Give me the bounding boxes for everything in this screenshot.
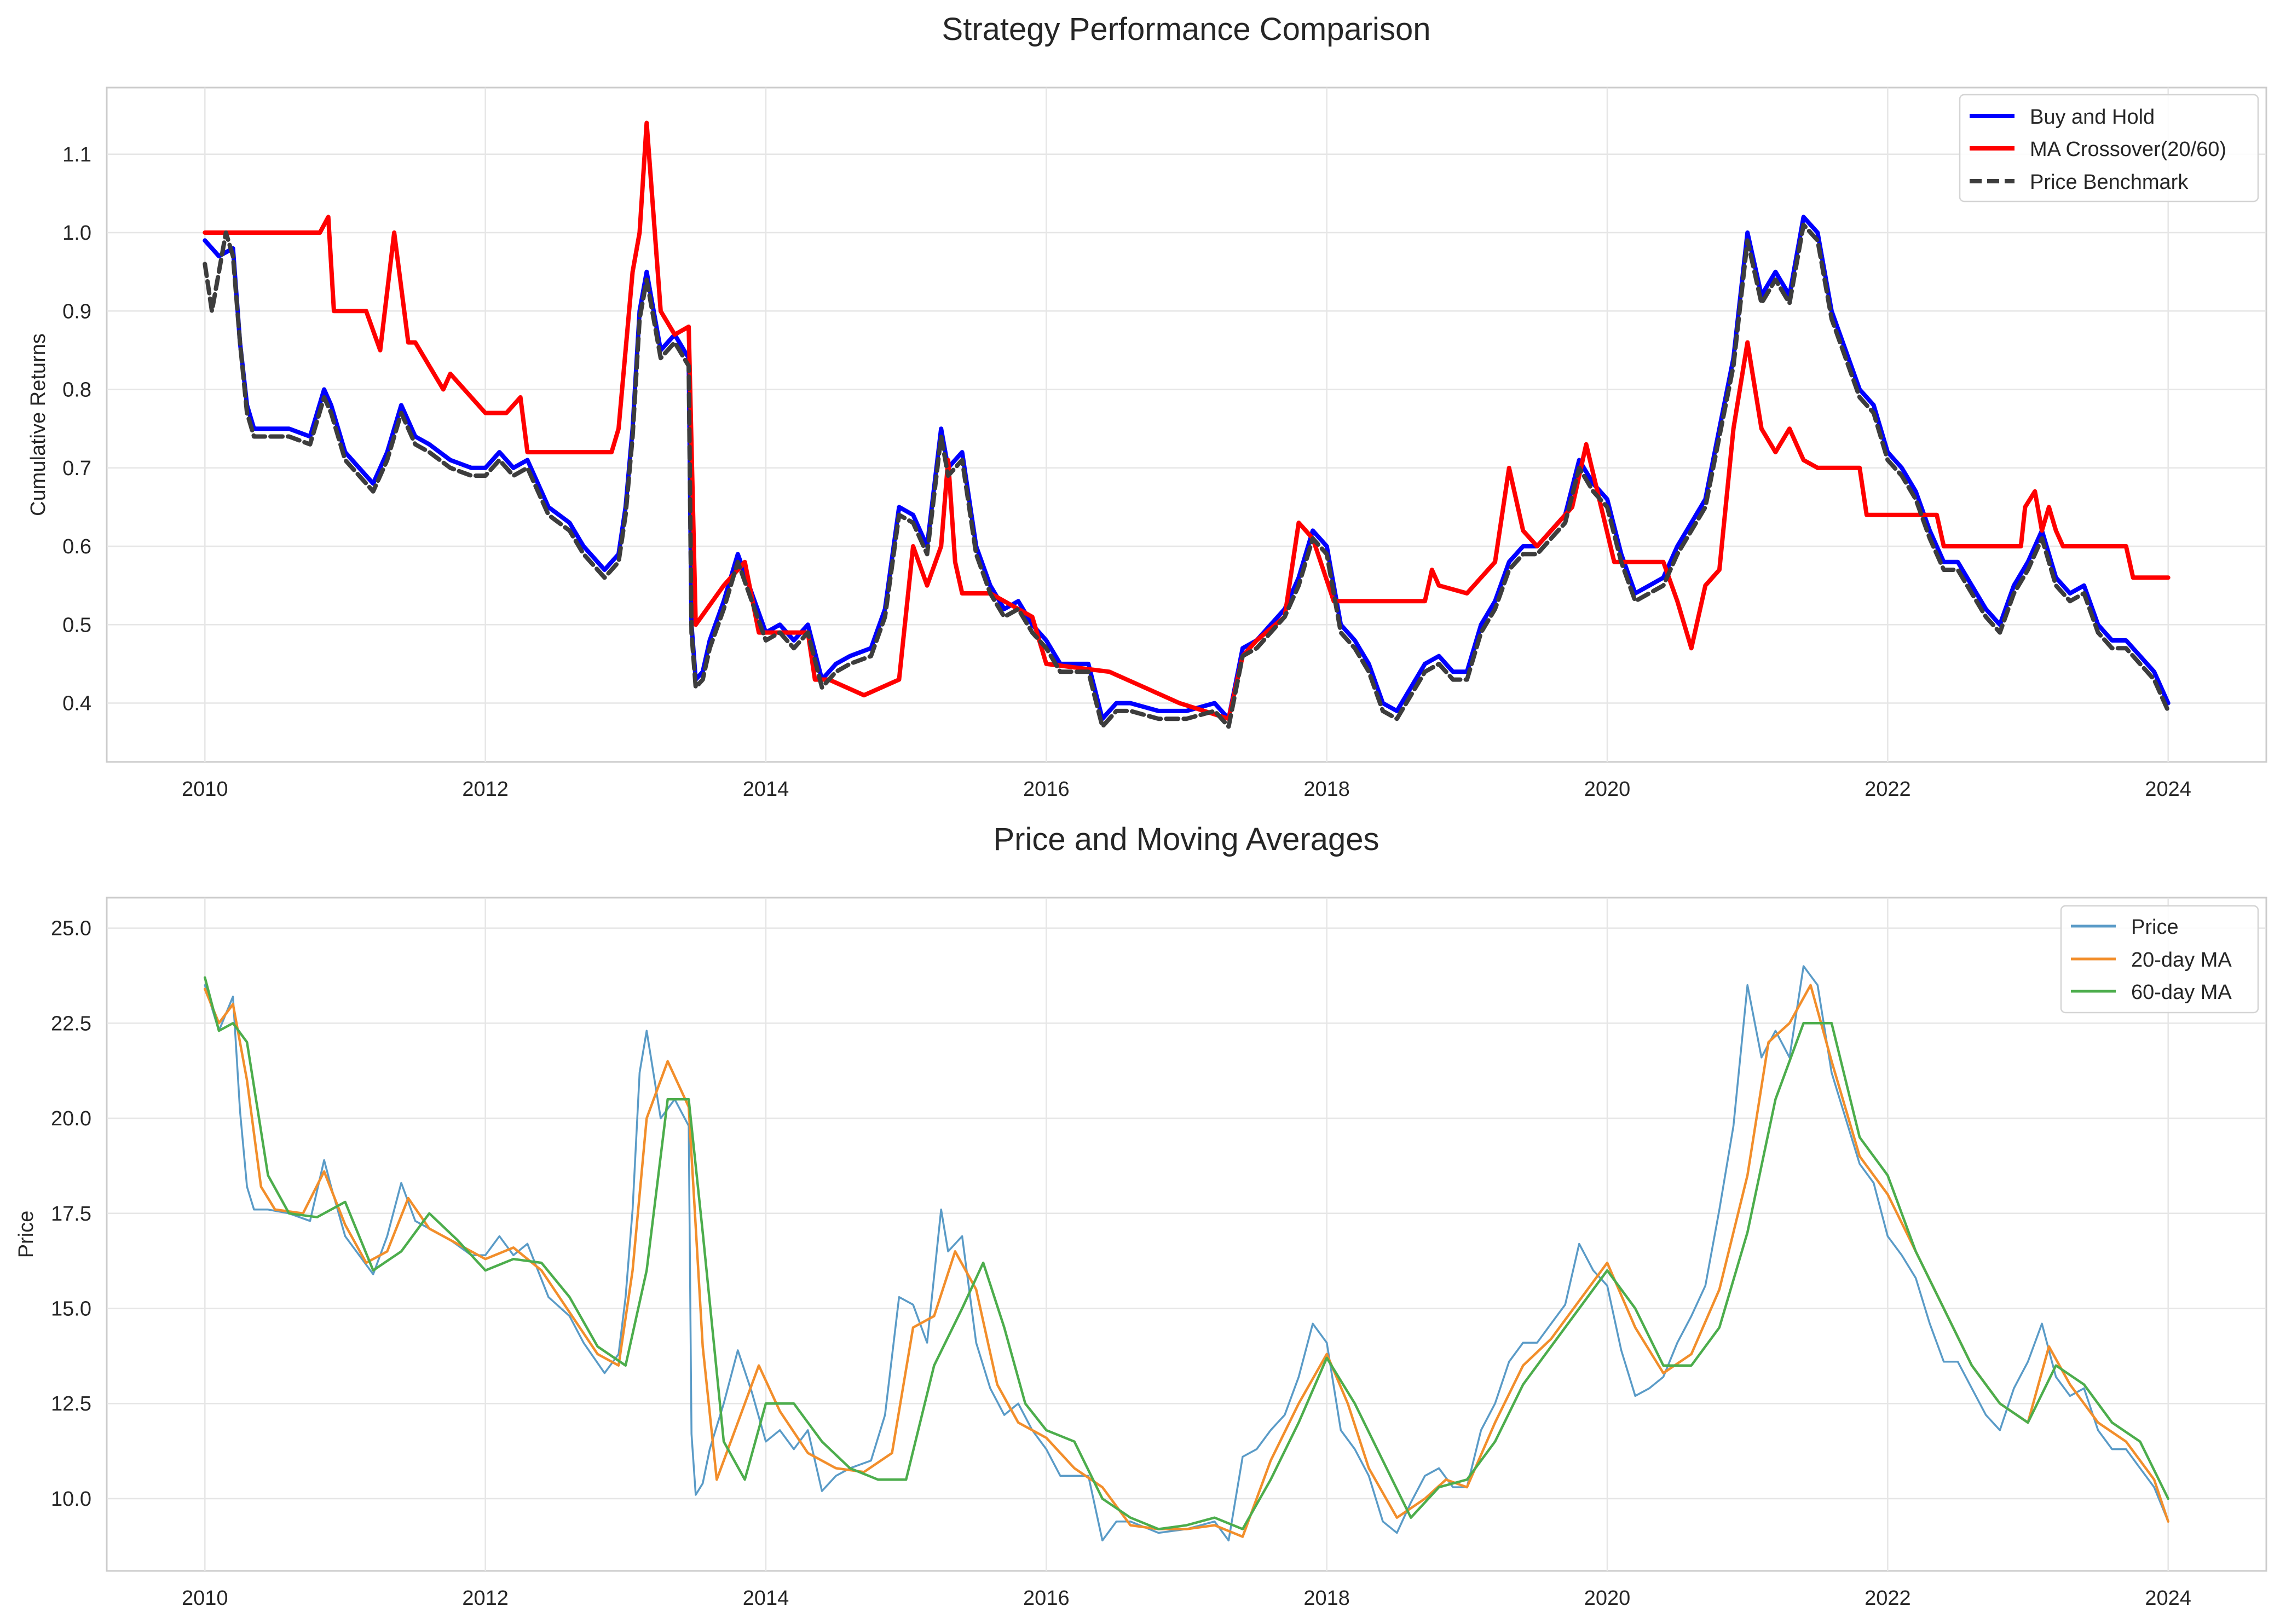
legend-label-buy-and-hold: Buy and Hold: [2030, 106, 2155, 129]
chart2-series-line-60-day-ma: [204, 976, 2169, 1530]
chart2-y-tick-label: 12.5: [51, 1392, 91, 1415]
chart2-x-tick-label: 2016: [1023, 1587, 1070, 1610]
chart1-y-axis-label: Cumulative Returns: [27, 333, 50, 516]
chart1-x-tick-labels: 2010 2012 2014 2016 2018 2020 2022 2024: [182, 778, 2191, 801]
chart1-title: Strategy Performance Comparison: [942, 11, 1431, 47]
chart1-series: [203, 120, 2171, 729]
chart1-x-tick-label: 2012: [462, 778, 509, 801]
legend-label-20-day-ma: 20-day MA: [2131, 949, 2232, 972]
chart2-grid: [107, 898, 2266, 1571]
chart1-y-tick-label: 0.4: [62, 692, 91, 715]
chart2-y-axis-label: Price: [15, 1211, 38, 1258]
chart1-legend: Buy and Hold MA Crossover(20/60) Price B…: [1959, 94, 2259, 203]
chart2-x-tick-label: 2014: [743, 1587, 789, 1610]
chart1-y-tick-labels: 0.4 0.5 0.6 0.7 0.8 0.9 1.0 1.1: [62, 143, 91, 715]
legend-label-price-benchmark: Price Benchmark: [2030, 171, 2189, 194]
chart1-x-tick-label: 2020: [1584, 778, 1631, 801]
chart2-y-tick-label: 10.0: [51, 1488, 91, 1511]
chart2-y-tick-label: 20.0: [51, 1107, 91, 1130]
chart2-series: [204, 965, 2169, 1542]
chart1-y-tick-label: 1.0: [62, 222, 91, 245]
legend-label-60-day-ma: 60-day MA: [2131, 981, 2232, 1004]
chart1-x-tick-label: 2024: [2145, 778, 2191, 801]
chart2-legend: Price 20-day MA 60-day MA: [2060, 905, 2259, 1014]
chart2-x-tick-label: 2020: [1584, 1587, 1631, 1610]
chart2-plot-area: [106, 897, 2267, 1572]
chart2-x-tick-label: 2010: [182, 1587, 228, 1610]
chart1-x-tick-label: 2014: [743, 778, 789, 801]
chart1-y-tick-label: 0.5: [62, 614, 91, 637]
chart2-x-tick-label: 2018: [1303, 1587, 1350, 1610]
chart2-y-tick-label: 22.5: [51, 1012, 91, 1035]
chart2-y-tick-label: 15.0: [51, 1298, 91, 1321]
chart1-legend-box: [1959, 94, 2259, 203]
chart1-y-tick-label: 0.7: [62, 457, 91, 480]
chart2-y-tick-label: 25.0: [51, 917, 91, 940]
chart2-y-tick-label: 17.5: [51, 1203, 91, 1226]
chart1-x-tick-label: 2018: [1303, 778, 1350, 801]
chart2-title: Price and Moving Averages: [993, 822, 1379, 857]
chart-strategy-performance: 2010 2012 2014 2016 2018 2020 2022 2024 0.40.50…: [27, 11, 2267, 801]
chart1-x-tick-label: 2016: [1023, 778, 1070, 801]
chart1-x-tick-label: 2022: [1865, 778, 1911, 801]
legend-label-price: Price: [2131, 916, 2179, 939]
legend-label-ma-crossover: MA Crossover(20/60): [2030, 138, 2226, 161]
chart1-plot-area: [106, 86, 2267, 763]
chart1-series-line-buy-and-hold: [203, 215, 2171, 721]
chart1-y-tick-label: 0.9: [62, 300, 91, 323]
chart2-x-tick-label: 2024: [2145, 1587, 2191, 1610]
chart1-y-tick-label: 1.1: [62, 143, 91, 166]
chart2-x-tick-label: 2012: [462, 1587, 509, 1610]
chart1-series-line-price-benchmark: [203, 222, 2171, 729]
chart2-x-tick-labels: 2010 2012 2014 2016 2018 2020 2022 2024: [182, 1587, 2191, 1610]
chart2-x-tick-label: 2022: [1865, 1587, 1911, 1610]
chart2-y-tick-labels: 10.0 12.5 15.0 17.5 20.0 22.5 25.0: [51, 917, 91, 1511]
chart-price-moving-averages: 2010 2012 2014 2016 2018 2020 2022 2024 10.0 12.…: [15, 822, 2267, 1610]
chart1-x-tick-label: 2010: [182, 778, 228, 801]
chart2-series-line-20-day-ma: [204, 984, 2169, 1538]
chart1-y-tick-label: 0.6: [62, 535, 91, 558]
chart1-y-tick-label: 0.8: [62, 379, 91, 402]
chart2-legend-box: [2060, 905, 2259, 1014]
